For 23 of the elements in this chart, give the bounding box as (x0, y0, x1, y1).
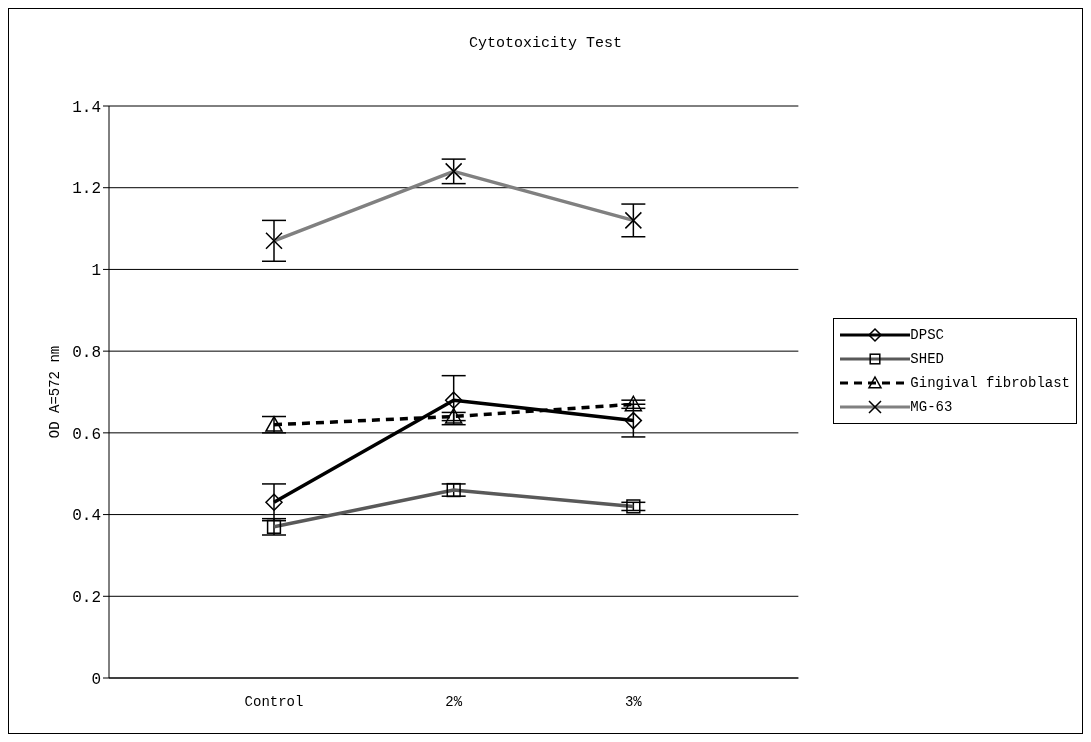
y-tick-label: 0.4 (72, 507, 101, 526)
y-tick-label: 0.8 (72, 343, 101, 362)
x-tick-label: Control (244, 693, 304, 710)
x-tick-label: 3% (624, 693, 643, 710)
y-tick-label: 1.2 (72, 180, 101, 199)
y-tick-label: 1.4 (72, 98, 101, 117)
y-tick-label: 0.6 (72, 425, 101, 444)
legend-label: MG-63 (910, 399, 953, 415)
y-tick-label: 0.2 (72, 588, 101, 607)
legend-label: DPSC (910, 327, 944, 343)
y-axis-title: OD A=572 nm (46, 345, 63, 439)
point (624, 395, 643, 412)
point (624, 411, 643, 430)
legend-label: Gingival fibroblast (910, 375, 1070, 391)
point (265, 493, 283, 512)
chart-title: Cytotoxicity Test (468, 35, 623, 52)
y-tick-label: 1 (91, 262, 101, 281)
x-tick-label: 2% (445, 693, 463, 710)
point (444, 407, 463, 424)
y-tick-label: 0 (91, 670, 101, 689)
legend-label: SHED (910, 351, 944, 367)
point (265, 415, 283, 432)
point (444, 391, 463, 409)
